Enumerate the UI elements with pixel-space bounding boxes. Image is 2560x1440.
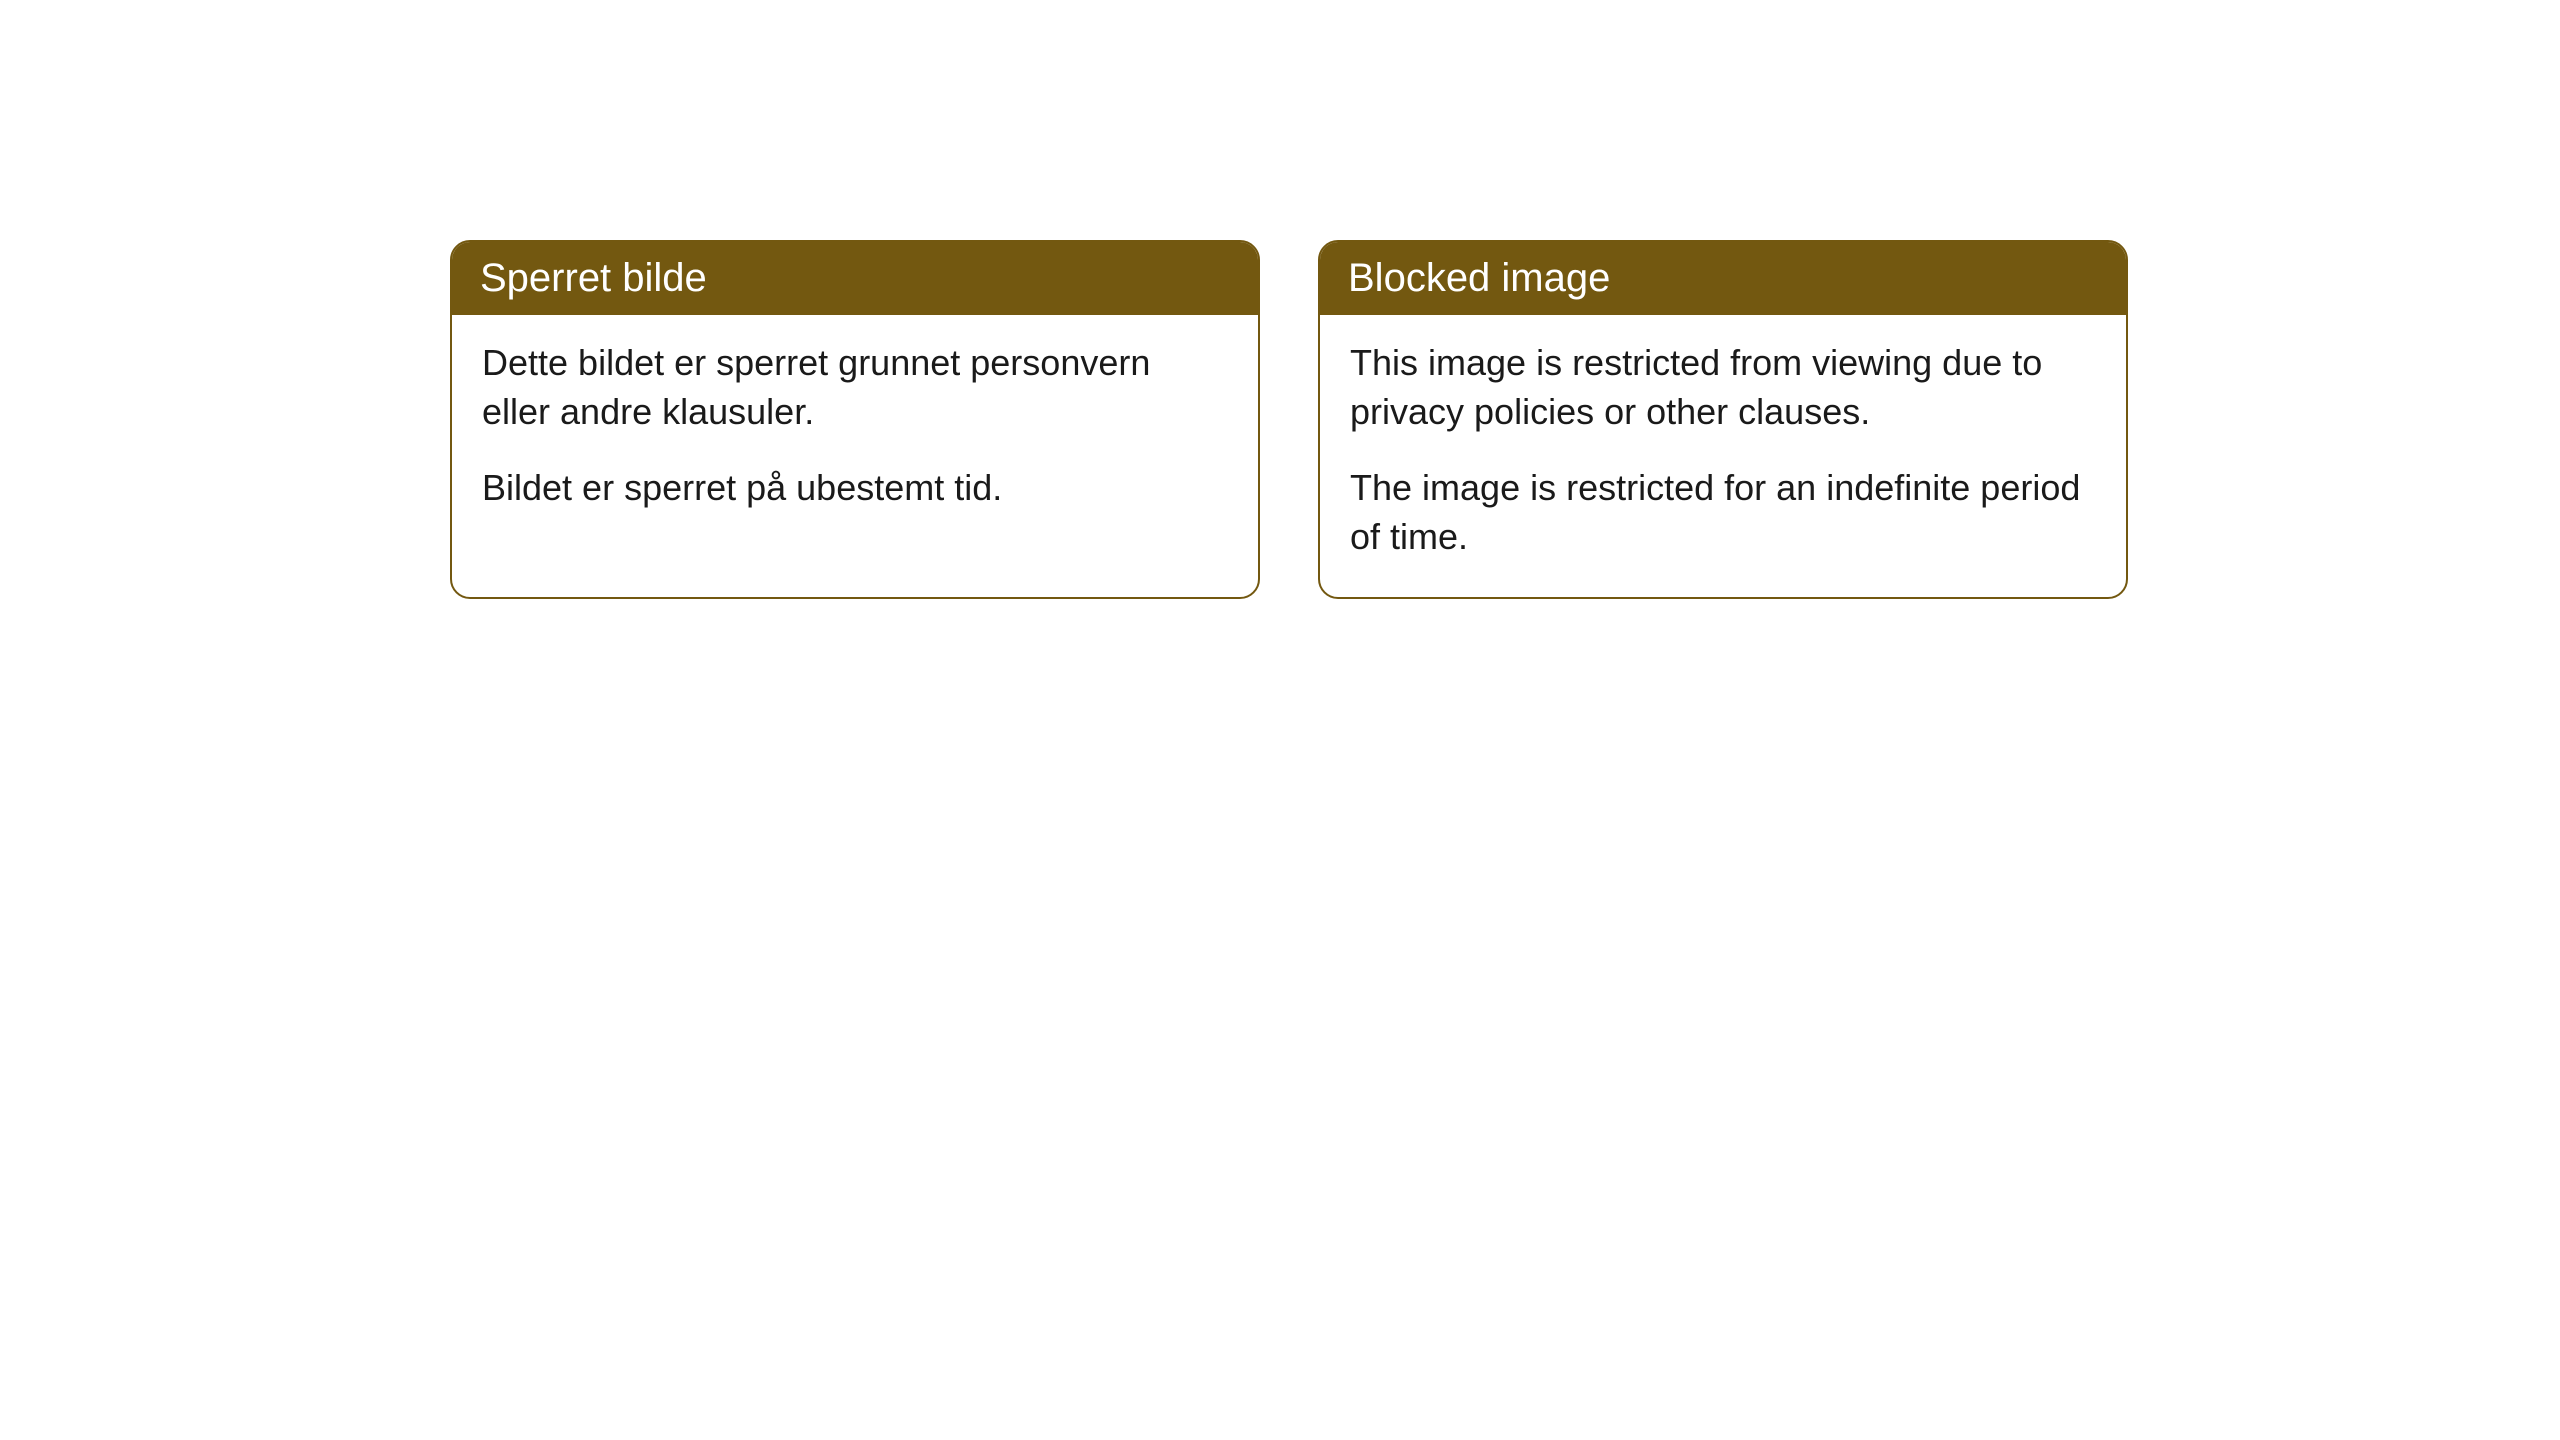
card-paragraph: The image is restricted for an indefinit… bbox=[1350, 464, 2096, 561]
blocked-image-card-en: Blocked image This image is restricted f… bbox=[1318, 240, 2128, 599]
notice-cards-container: Sperret bilde Dette bildet er sperret gr… bbox=[0, 0, 2560, 599]
card-body: This image is restricted from viewing du… bbox=[1320, 315, 2126, 597]
card-header: Blocked image bbox=[1320, 242, 2126, 315]
card-paragraph: Bildet er sperret på ubestemt tid. bbox=[482, 464, 1228, 513]
card-body: Dette bildet er sperret grunnet personve… bbox=[452, 315, 1258, 549]
card-paragraph: Dette bildet er sperret grunnet personve… bbox=[482, 339, 1228, 436]
blocked-image-card-no: Sperret bilde Dette bildet er sperret gr… bbox=[450, 240, 1260, 599]
card-paragraph: This image is restricted from viewing du… bbox=[1350, 339, 2096, 436]
card-header: Sperret bilde bbox=[452, 242, 1258, 315]
